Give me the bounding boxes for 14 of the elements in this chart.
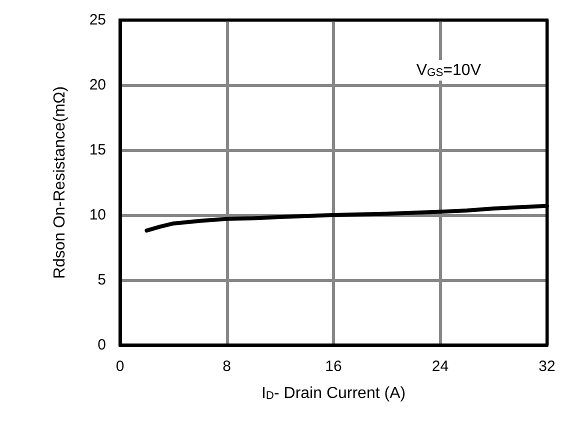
x-tick-label: 16 (325, 358, 342, 375)
x-tick-label: 24 (432, 358, 449, 375)
y-tick-label: 20 (89, 76, 106, 94)
y-tick-label: 0 (98, 336, 106, 354)
x-tick-label: 0 (116, 358, 124, 375)
annotation: VGS=10V (416, 62, 482, 80)
y-tick-label: 15 (89, 142, 106, 158)
x-tick-label: 32 (538, 358, 556, 375)
y-axis-title: Rdson On-Resistance(mΩ) (52, 86, 68, 279)
y-tick-label: 5 (98, 272, 106, 288)
x-tick-label: 8 (222, 358, 231, 375)
y-tick-label: 10 (89, 206, 106, 224)
y-tick-label: 25 (89, 12, 106, 28)
x-axis-title: ID- Drain Current (A) (261, 384, 406, 402)
